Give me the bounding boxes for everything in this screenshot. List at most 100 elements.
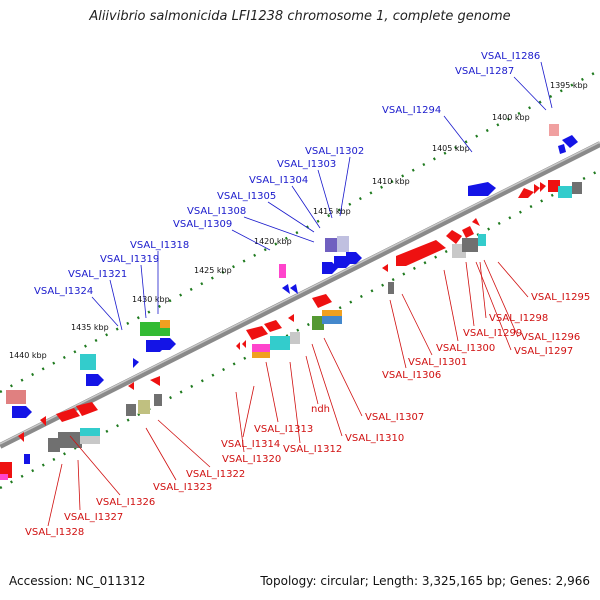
forward-gene-arrow[interactable]: [282, 284, 290, 294]
forward-gene-box[interactable]: [160, 320, 170, 328]
reverse-gene-arrow[interactable]: [18, 432, 24, 442]
reverse-gene-arrow[interactable]: [242, 340, 246, 348]
reverse-gene-label[interactable]: VSAL_I1296: [521, 332, 580, 343]
reverse-gene-label[interactable]: VSAL_I1299: [463, 328, 522, 339]
forward-gene-box[interactable]: [80, 354, 96, 370]
reverse-gene-box[interactable]: [312, 316, 324, 330]
reverse-gene-label[interactable]: VSAL_I1323: [153, 482, 212, 493]
forward-gene-box[interactable]: [549, 124, 559, 136]
reverse-label-leader: [401, 293, 433, 356]
reverse-gene-arrow[interactable]: [534, 184, 540, 194]
forward-gene-arrow[interactable]: [290, 284, 298, 294]
forward-gene-label[interactable]: VSAL_I1319: [100, 254, 159, 265]
reverse-gene-label[interactable]: VSAL_I1328: [25, 527, 84, 538]
forward-gene-label[interactable]: VSAL_I1309: [173, 219, 232, 230]
reverse-gene-box[interactable]: [322, 316, 342, 324]
forward-label-leader: [443, 115, 473, 153]
reverse-gene-box[interactable]: [0, 474, 8, 480]
reverse-gene-box[interactable]: [572, 182, 582, 194]
reverse-gene-arrow[interactable]: [446, 230, 462, 244]
reverse-gene-arrow[interactable]: [540, 182, 546, 192]
reverse-gene-arrow[interactable]: [264, 320, 282, 332]
reverse-gene-box[interactable]: [462, 238, 478, 252]
forward-gene-box[interactable]: [279, 264, 286, 278]
reverse-gene-arrow[interactable]: [128, 382, 134, 390]
reverse-gene-arrow[interactable]: [288, 314, 294, 322]
reverse-gene-arrow[interactable]: [150, 376, 160, 386]
reverse-gene-label[interactable]: VSAL_I1322: [186, 469, 245, 480]
forward-gene-label[interactable]: VSAL_I1286: [481, 51, 540, 62]
reverse-gene-box[interactable]: [154, 394, 162, 406]
reverse-gene-box[interactable]: [548, 180, 560, 192]
reverse-gene-arrow[interactable]: [472, 218, 480, 226]
reverse-gene-label[interactable]: VSAL_I1320: [222, 454, 281, 465]
forward-gene-label[interactable]: VSAL_I1287: [455, 66, 514, 77]
forward-gene-arrow[interactable]: [160, 338, 176, 350]
forward-gene-arrow[interactable]: [558, 144, 566, 154]
forward-gene-label[interactable]: VSAL_I1303: [277, 159, 336, 170]
reverse-gene-label[interactable]: VSAL_I1310: [345, 433, 404, 444]
reverse-gene-label[interactable]: VSAL_I1313: [254, 424, 313, 435]
reverse-gene-arrow[interactable]: [56, 408, 80, 422]
reverse-label-leader: [323, 337, 363, 417]
reverse-gene-label[interactable]: VSAL_I1295: [531, 292, 590, 303]
reverse-gene-box[interactable]: [478, 234, 486, 246]
forward-gene-label[interactable]: VSAL_I1318: [130, 240, 189, 251]
reverse-gene-box[interactable]: [48, 438, 60, 452]
forward-gene-box[interactable]: [325, 238, 337, 252]
forward-gene-label[interactable]: VSAL_I1302: [305, 146, 364, 157]
reverse-gene-arrow[interactable]: [40, 416, 46, 426]
reverse-gene-label[interactable]: VSAL_I1312: [283, 444, 342, 455]
reverse-gene-box[interactable]: [126, 404, 136, 416]
forward-gene-label[interactable]: VSAL_I1294: [382, 105, 441, 116]
reverse-gene-label[interactable]: VSAL_I1307: [365, 412, 424, 423]
forward-gene-arrow[interactable]: [86, 374, 104, 386]
reverse-gene-label[interactable]: VSAL_I1306: [382, 370, 441, 381]
reverse-gene-label[interactable]: VSAL_I1326: [96, 497, 155, 508]
forward-gene-arrow[interactable]: [346, 252, 362, 264]
reverse-gene-arrow[interactable]: [236, 342, 240, 350]
kbp-tick-label: 1430 kbp: [132, 295, 170, 304]
reverse-label-leader: [389, 299, 407, 369]
reverse-gene-label[interactable]: ndh: [311, 404, 330, 415]
forward-gene-label[interactable]: VSAL_I1324: [34, 286, 93, 297]
reverse-gene-arrow[interactable]: [462, 226, 474, 238]
reverse-gene-box[interactable]: [290, 332, 300, 344]
reverse-gene-label[interactable]: VSAL_I1327: [64, 512, 123, 523]
reverse-gene-arrow[interactable]: [76, 402, 98, 416]
reverse-gene-label[interactable]: VSAL_I1298: [489, 313, 548, 324]
reverse-gene-box[interactable]: [322, 310, 342, 316]
reverse-gene-box[interactable]: [138, 400, 150, 414]
forward-gene-arrow[interactable]: [468, 182, 496, 196]
chromosome-backbone-highlight: [0, 141, 600, 445]
reverse-gene-box[interactable]: [80, 436, 100, 444]
reverse-gene-box[interactable]: [388, 282, 394, 294]
reverse-gene-box[interactable]: [252, 352, 270, 358]
label-leader-lines: [47, 61, 553, 527]
reverse-gene-label[interactable]: VSAL_I1297: [514, 346, 573, 357]
reverse-gene-label[interactable]: VSAL_I1314: [221, 439, 280, 450]
reverse-gene-box[interactable]: [58, 432, 82, 448]
forward-gene-arrow[interactable]: [12, 406, 32, 418]
reverse-gene-arrow[interactable]: [396, 240, 446, 266]
reverse-gene-label[interactable]: VSAL_I1300: [436, 343, 495, 354]
forward-gene-box[interactable]: [6, 390, 26, 404]
reverse-gene-box[interactable]: [558, 186, 572, 198]
reverse-gene-arrow[interactable]: [518, 188, 534, 198]
reverse-gene-box[interactable]: [24, 454, 30, 464]
forward-gene-box[interactable]: [337, 236, 349, 252]
forward-gene-label[interactable]: VSAL_I1304: [249, 175, 308, 186]
forward-gene-labels: VSAL_I1286 VSAL_I1287 VSAL_I1294 VSAL_I1302…: [34, 51, 540, 297]
reverse-gene-box[interactable]: [80, 428, 100, 438]
reverse-gene-arrow[interactable]: [312, 294, 332, 308]
forward-gene-label[interactable]: VSAL_I1308: [187, 206, 246, 217]
forward-gene-arrow[interactable]: [562, 135, 578, 148]
reverse-gene-arrow[interactable]: [246, 326, 268, 340]
forward-gene-arrow[interactable]: [133, 358, 139, 368]
reverse-gene-label[interactable]: VSAL_I1301: [408, 357, 467, 368]
forward-gene-label[interactable]: VSAL_I1305: [217, 191, 276, 202]
kbp-tick-label: 1425 kbp: [194, 266, 232, 275]
reverse-gene-box[interactable]: [270, 336, 290, 350]
reverse-gene-arrow[interactable]: [382, 264, 388, 272]
forward-gene-label[interactable]: VSAL_I1321: [68, 269, 127, 280]
